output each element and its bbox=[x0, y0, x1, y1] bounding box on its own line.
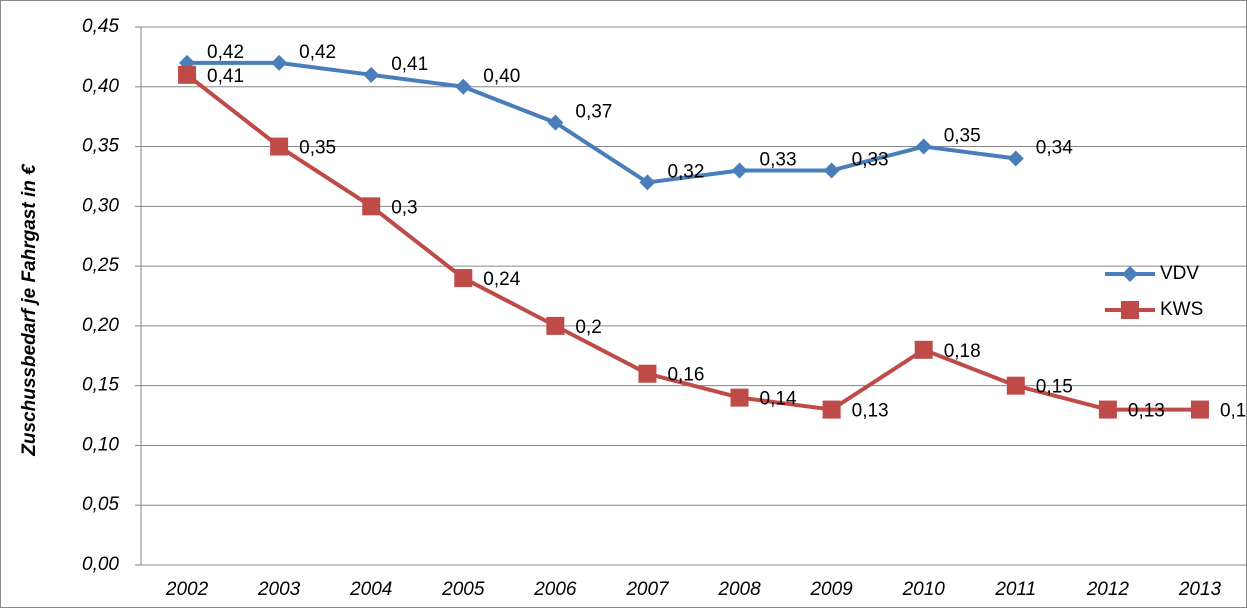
x-tick-label: 2010 bbox=[902, 579, 946, 600]
y-tick-label: 0,15 bbox=[82, 375, 119, 396]
data-label: 0,13 bbox=[852, 401, 889, 422]
series-line bbox=[185, 73, 1200, 412]
data-label: 0,13 bbox=[1220, 401, 1247, 422]
series-line bbox=[187, 60, 1017, 185]
data-label: 0,33 bbox=[852, 149, 889, 170]
y-axis-label: Zuschussbedarf je Fahrgast in € bbox=[19, 163, 40, 457]
y-tick-label: 0,00 bbox=[82, 554, 119, 575]
data-point bbox=[179, 54, 196, 71]
data-label: 0,2 bbox=[575, 317, 601, 338]
x-tick-label: 2013 bbox=[1178, 579, 1222, 600]
data-label: 0,34 bbox=[1036, 138, 1073, 159]
data-point bbox=[639, 174, 656, 191]
data-point bbox=[1006, 376, 1025, 395]
y-tick-label: 0,10 bbox=[82, 434, 119, 455]
data-label: 0,16 bbox=[667, 365, 704, 386]
data-label: 0,41 bbox=[207, 66, 244, 87]
data-label: 0,35 bbox=[944, 126, 981, 147]
data-label: 0,24 bbox=[483, 269, 520, 290]
legend-label: VDV bbox=[1160, 263, 1199, 284]
y-tick-label: 0,45 bbox=[82, 16, 119, 37]
data-label: 0,42 bbox=[299, 42, 336, 63]
data-label: 0,3 bbox=[391, 197, 417, 218]
data-point bbox=[547, 114, 564, 131]
data-point bbox=[730, 388, 749, 407]
data-label: 0,13 bbox=[1128, 401, 1165, 422]
data-label: 0,15 bbox=[1036, 377, 1073, 398]
y-tick-label: 0,35 bbox=[82, 136, 119, 157]
x-tick-label: 2005 bbox=[441, 579, 485, 600]
x-tick-label: 2006 bbox=[533, 579, 577, 600]
x-tick-label: 2009 bbox=[809, 579, 853, 600]
data-point bbox=[454, 269, 473, 288]
data-point bbox=[362, 197, 381, 216]
x-tick-label: 2011 bbox=[994, 579, 1036, 600]
data-label: 0,33 bbox=[760, 149, 797, 170]
x-tick-label: 2003 bbox=[257, 579, 301, 600]
data-label: 0,18 bbox=[944, 341, 981, 362]
data-point bbox=[1190, 400, 1209, 419]
data-label: 0,14 bbox=[760, 389, 797, 410]
data-point bbox=[455, 78, 472, 95]
y-tick-label: 0,05 bbox=[82, 494, 119, 515]
y-tick-label: 0,20 bbox=[82, 315, 119, 336]
y-tick-label: 0,40 bbox=[82, 76, 119, 97]
data-label: 0,42 bbox=[207, 42, 244, 63]
x-tick-label: 2002 bbox=[165, 579, 209, 600]
data-point bbox=[1007, 150, 1024, 167]
y-tick-label: 0,25 bbox=[82, 255, 119, 276]
legend-marker bbox=[1122, 266, 1138, 282]
data-label: 0,35 bbox=[299, 138, 336, 159]
data-point bbox=[1098, 400, 1117, 419]
x-tick-label: 2012 bbox=[1086, 579, 1130, 600]
data-point bbox=[823, 162, 840, 179]
legend-label: KWS bbox=[1160, 299, 1203, 320]
data-label: 0,37 bbox=[575, 102, 612, 123]
data-point bbox=[363, 66, 380, 83]
data-point bbox=[270, 137, 289, 156]
y-tick-label: 0,30 bbox=[82, 195, 119, 216]
data-point bbox=[731, 162, 748, 179]
legend-marker bbox=[1121, 301, 1139, 319]
x-tick-label: 2004 bbox=[349, 579, 392, 600]
data-label: 0,40 bbox=[483, 66, 520, 87]
data-label: 0,32 bbox=[667, 161, 704, 182]
data-point bbox=[914, 340, 933, 359]
data-point bbox=[178, 65, 197, 84]
x-tick-label: 2007 bbox=[625, 579, 670, 600]
x-tick-label: 2008 bbox=[717, 579, 761, 600]
data-point bbox=[915, 138, 932, 155]
data-point bbox=[271, 54, 288, 71]
data-point bbox=[822, 400, 841, 419]
data-point bbox=[638, 364, 657, 383]
data-point bbox=[546, 316, 565, 335]
data-label: 0,41 bbox=[391, 54, 428, 75]
